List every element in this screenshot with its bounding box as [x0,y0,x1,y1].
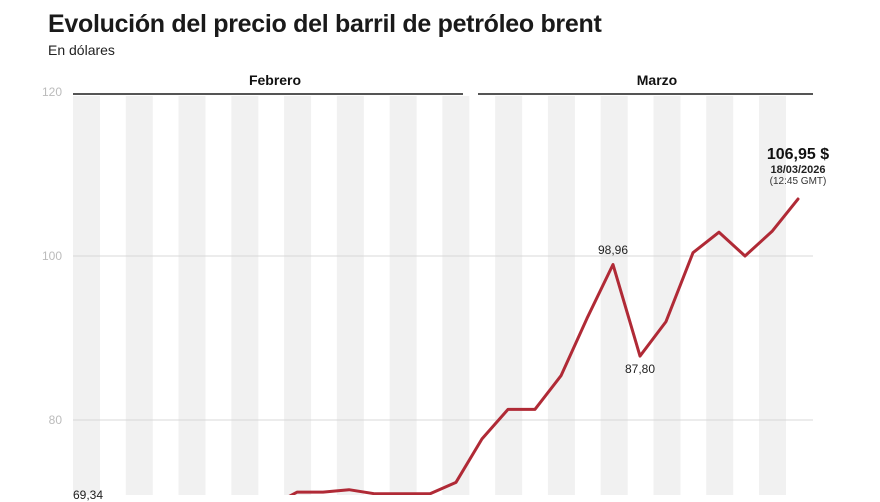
column-stripes [73,96,787,495]
peak-value-label: 98,96 [597,242,629,257]
last-value-callout: 106,95 $ 18/03/2026 (12:45 GMT) [767,146,829,187]
y-tick-label: 80 [48,413,62,427]
price-line [288,197,800,495]
y-tick-label: 120 [41,85,62,99]
month-rule-marzo [478,93,813,95]
last-date: 18/03/2026 [770,163,826,176]
y-tick-label: 100 [41,249,62,263]
month-label-febrero: Febrero [248,72,302,88]
last-time: (12:45 GMT) [769,175,827,187]
first-value-label: 69,34 [73,488,104,502]
month-rule-febrero [73,93,463,95]
last-value: 106,95 $ [766,146,830,163]
gridlines [73,255,813,421]
chart-subtitle: En dólares [48,42,115,58]
month-label-marzo: Marzo [636,72,678,88]
chart-title: Evolución del precio del barril de petró… [48,10,602,38]
trough-value-label: 87,80 [624,362,656,377]
